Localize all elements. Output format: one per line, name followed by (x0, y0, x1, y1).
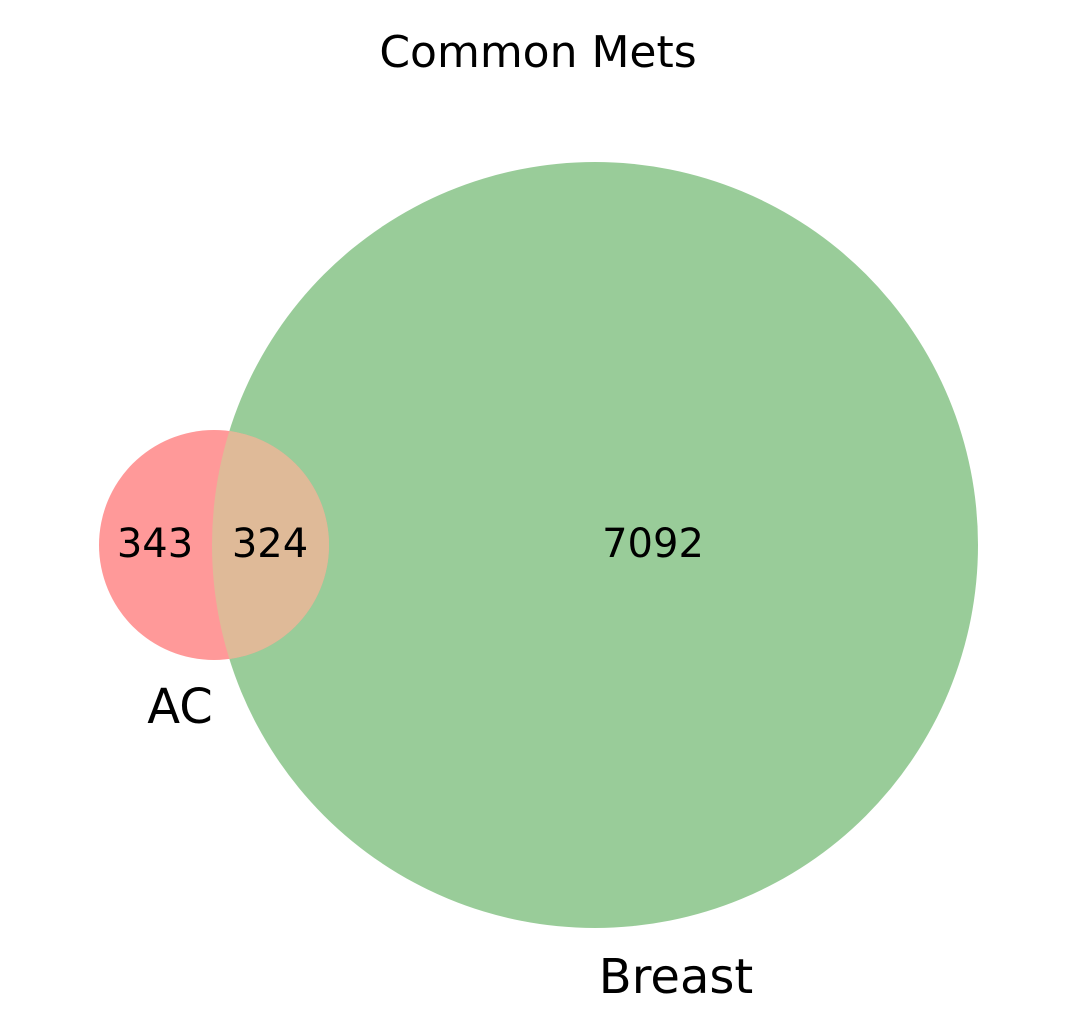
diagram-title: Common Mets (379, 27, 696, 78)
breast-only-count: 7092 (602, 521, 704, 567)
ac-only-count: 343 (117, 521, 193, 567)
ac-set-label: AC (147, 679, 213, 735)
breast-set-circle (212, 162, 978, 928)
overlap-count: 324 (232, 521, 308, 567)
breast-set-label: Breast (599, 949, 753, 1005)
